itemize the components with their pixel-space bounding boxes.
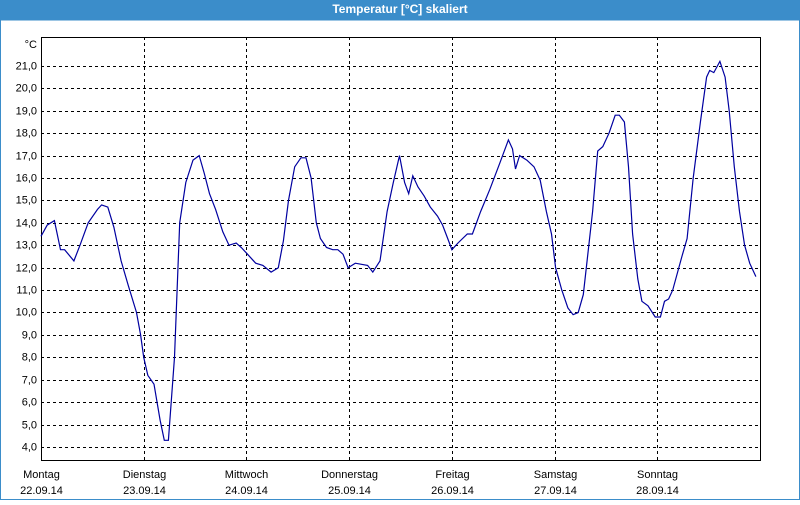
x-tick-date: 23.09.14 — [123, 485, 166, 497]
y-tick-label: 10,0 — [16, 306, 37, 318]
y-tick-label: 6,0 — [22, 396, 37, 408]
data-line — [40, 59, 757, 441]
y-tick-label: 8,0 — [22, 351, 37, 363]
y-unit: °C — [25, 39, 37, 51]
y-tick-label: 5,0 — [22, 419, 37, 431]
x-tick-label: Mittwoch — [225, 469, 268, 481]
x-tick-label: Samstag — [534, 469, 577, 481]
y-tick-label: 18,0 — [16, 127, 37, 139]
plot-frame — [41, 37, 761, 461]
x-tick-label: Montag — [23, 469, 60, 481]
x-tick-label: Donnerstag — [321, 469, 378, 481]
title-bar — [0, 0, 800, 20]
chart-title: Temperatur [°C] skaliert — [332, 2, 467, 16]
y-tick-label: 13,0 — [16, 239, 37, 251]
y-tick-label: 20,0 — [16, 82, 37, 94]
x-tick-label: Sonntag — [637, 469, 678, 481]
y-tick-label: 21,0 — [16, 60, 37, 72]
x-tick-date: 26.09.14 — [431, 485, 474, 497]
y-tick-label: 12,0 — [16, 262, 37, 274]
x-tick-date: 24.09.14 — [225, 485, 268, 497]
y-tick-label: 4,0 — [22, 441, 37, 453]
y-tick-label: 14,0 — [16, 217, 37, 229]
y-tick-label: 15,0 — [16, 194, 37, 206]
y-tick-label: 7,0 — [22, 374, 37, 386]
x-tick-label: Dienstag — [123, 469, 166, 481]
y-tick-label: 19,0 — [16, 105, 37, 117]
x-tick-date: 22.09.14 — [20, 485, 63, 497]
x-tick-date: 28.09.14 — [636, 485, 679, 497]
y-tick-label: 17,0 — [16, 150, 37, 162]
x-tick-date: 27.09.14 — [534, 485, 577, 497]
y-tick-label: 11,0 — [16, 284, 37, 296]
x-tick-date: 25.09.14 — [328, 485, 371, 497]
x-tick-label: Freitag — [435, 469, 469, 481]
y-tick-label: 16,0 — [16, 172, 37, 184]
y-tick-label: 9,0 — [22, 329, 37, 341]
